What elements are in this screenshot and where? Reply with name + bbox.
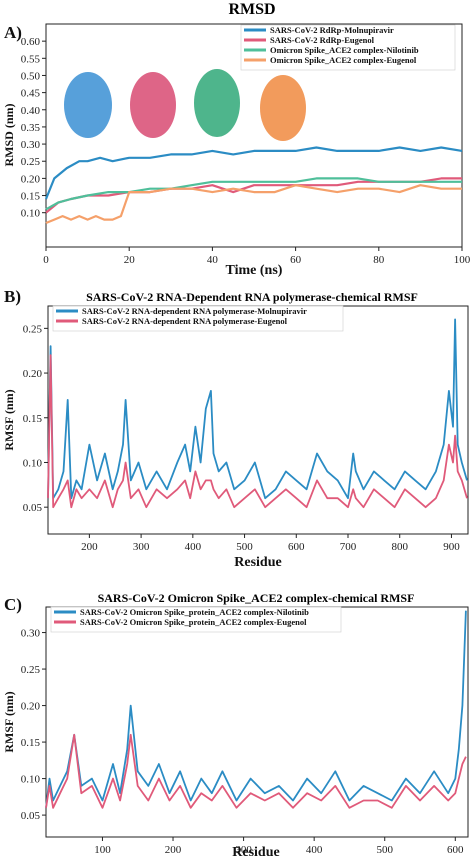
x-tick-label-b: 400 <box>185 541 202 553</box>
panel-a-y-label: RMSD (nm) <box>2 104 16 167</box>
y-tick-label-c: 0.25 <box>21 664 41 676</box>
panel-a-title: RMSD <box>228 1 275 18</box>
x-tick-label-b: 800 <box>391 541 408 553</box>
legend-entry-c-1: SARS-CoV-2 Omicron Spike_protein_ACE2 co… <box>80 617 307 627</box>
y-tick-label-b: 0.10 <box>23 457 43 469</box>
series-line-a-2 <box>45 177 462 211</box>
y-tick-label-b: 0.25 <box>23 323 43 335</box>
panel-b-title: SARS-CoV-2 RNA-Dependent RNA polymerase-… <box>86 290 418 304</box>
y-tick-label-b: 0.05 <box>23 502 43 514</box>
x-tick-label-b: 500 <box>236 541 253 553</box>
panel-c-plot-frame <box>45 606 469 838</box>
x-tick-label-c: 400 <box>306 844 323 856</box>
y-tick-label-a: 0.55 <box>21 53 41 65</box>
panel-c-y-ticks: 0.05 0.10 0.15 0.20 0.25 0.30 <box>21 628 46 822</box>
x-tick-label-c: 500 <box>376 844 393 856</box>
y-tick-label-a: 0.30 <box>21 139 41 151</box>
y-tick-label-c: 0.30 <box>21 628 41 640</box>
x-tick-label-b: 700 <box>340 541 357 553</box>
x-tick-label-c: 600 <box>447 844 464 856</box>
y-tick-label-b: 0.15 <box>23 413 43 425</box>
legend-box-a <box>240 24 456 71</box>
x-tick-label-c: 200 <box>165 844 182 856</box>
panel-c-label: C) <box>4 595 22 614</box>
panel-a-x-ticks: 0 20 40 60 80 100 <box>43 247 471 266</box>
y-tick-label-a: 0.50 <box>21 70 41 82</box>
x-tick-label-c: 100 <box>94 844 111 856</box>
legend-entry-a-2: Omicron Spike_ACE2 complex-Nilotinib <box>270 45 419 55</box>
panel-b-y-ticks: 0.05 0.10 0.15 0.20 0.25 <box>23 323 48 514</box>
panel-a-series <box>44 146 463 225</box>
protein-structure-images <box>64 69 306 141</box>
y-tick-label-a: 0.35 <box>21 122 41 134</box>
series-line-b-1 <box>47 354 468 509</box>
y-tick-label-a: 0.10 <box>21 208 41 220</box>
y-tick-label-a: 0.40 <box>21 105 41 117</box>
panel-b-series <box>47 318 468 509</box>
protein-icon-rdrp-eugenol <box>130 72 176 138</box>
panel-a-x-label: Time (ns) <box>226 263 283 278</box>
panel-a-rmsd: A) RMSD 0 20 40 60 80 100 0.10 0.15 0.20 0.25 0.3… <box>2 1 471 278</box>
y-tick-label-a: 0.20 <box>21 173 41 185</box>
x-tick-label-a: 60 <box>290 254 302 266</box>
y-tick-label-c: 0.20 <box>21 701 41 713</box>
x-tick-label-c: 300 <box>235 844 252 856</box>
panel-b-x-label: Residue <box>234 555 281 570</box>
protein-icon-rdrp-molnupiravir <box>64 72 112 138</box>
series-line-c-0 <box>45 610 467 808</box>
panel-c-title: SARS-CoV-2 Omicron Spike_ACE2 complex-ch… <box>98 591 415 605</box>
panel-c-x-label: Residue <box>232 845 279 859</box>
legend-entry-c-0: SARS-CoV-2 Omicron Spike_protein_ACE2 co… <box>80 607 309 617</box>
legend-box-c <box>50 606 342 633</box>
series-line-a-0 <box>44 146 463 200</box>
y-tick-label-a: 0.60 <box>21 36 41 48</box>
y-tick-label-b: 0.20 <box>23 368 43 380</box>
protein-icon-spike-eugenol <box>260 75 306 141</box>
panel-c-rmsf-spike: C) SARS-CoV-2 Omicron Spike_ACE2 complex… <box>2 591 469 859</box>
y-tick-label-a: 0.25 <box>21 156 41 168</box>
panel-b-legend: SARS-CoV-2 RNA-dependent RNA polymerase-… <box>52 305 344 332</box>
panel-b-rmsf-rdrp: B) SARS-CoV-2 RNA-Dependent RNA polymera… <box>2 287 469 570</box>
x-tick-label-a: 80 <box>373 254 385 266</box>
panel-a-plot-frame <box>45 23 463 248</box>
series-line-a-1 <box>45 177 462 214</box>
legend-box-b <box>52 305 344 332</box>
x-tick-label-b: 900 <box>443 541 460 553</box>
x-tick-label-b: 200 <box>81 541 98 553</box>
x-tick-label-a: 100 <box>454 254 471 266</box>
legend-entry-a-3: Omicron Spike_ACE2 complex-Eugenol <box>270 55 417 65</box>
series-line-b-0 <box>47 318 468 500</box>
series-line-a-3 <box>45 184 462 225</box>
panel-b-x-ticks: 200 300 400 500 600 700 800 900 <box>81 534 460 553</box>
panel-a-y-ticks: 0.10 0.15 0.20 0.25 0.30 0.35 0.40 0.45 0.50 0.55… <box>21 36 46 220</box>
x-tick-label-a: 20 <box>124 254 136 266</box>
panel-b-label: B) <box>4 287 21 306</box>
y-tick-label-c: 0.05 <box>21 810 41 822</box>
x-tick-label-a: 0 <box>43 254 49 266</box>
panel-c-series <box>45 610 467 809</box>
y-tick-label-c: 0.10 <box>21 774 41 786</box>
legend-entry-b-1: SARS-CoV-2 RNA-dependent RNA polymerase-… <box>82 316 288 326</box>
series-line-c-1 <box>45 733 467 809</box>
y-tick-label-a: 0.45 <box>21 88 41 100</box>
panel-b-y-label: RMSF (nm) <box>2 389 16 450</box>
panel-c-legend: SARS-CoV-2 Omicron Spike_protein_ACE2 co… <box>50 606 342 633</box>
panel-a-label: A) <box>4 23 22 42</box>
panel-c-x-ticks: 100 200 300 400 500 600 <box>94 837 464 856</box>
x-tick-label-b: 300 <box>133 541 150 553</box>
y-tick-label-a: 0.15 <box>21 191 41 203</box>
x-tick-label-b: 600 <box>288 541 305 553</box>
legend-entry-a-0: SARS-CoV-2 RdRp-Molnupiravir <box>270 25 394 35</box>
panel-c-y-label: RMSF (nm) <box>2 691 16 752</box>
legend-entry-a-1: SARS-CoV-2 RdRp-Eugenol <box>270 35 375 45</box>
legend-entry-b-0: SARS-CoV-2 RNA-dependent RNA polymerase-… <box>82 306 307 316</box>
protein-icon-spike-nilotinib <box>194 69 240 137</box>
y-tick-label-c: 0.15 <box>21 737 41 749</box>
x-tick-label-a: 40 <box>207 254 219 266</box>
